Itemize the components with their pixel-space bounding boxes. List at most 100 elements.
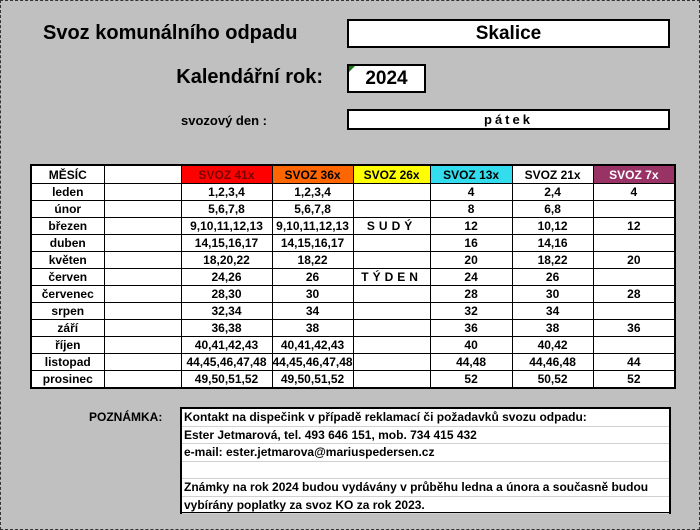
collection-cell[interactable] (352, 353, 431, 371)
collection-cell[interactable] (352, 234, 431, 252)
collection-cell[interactable]: 18,20,22 (180, 251, 273, 269)
collection-cell[interactable] (592, 336, 676, 354)
collection-cell[interactable]: 36 (592, 319, 676, 337)
collection-cell[interactable]: 34 (271, 302, 354, 320)
collection-cell[interactable] (103, 251, 182, 269)
collection-cell[interactable] (352, 251, 431, 269)
collection-cell[interactable]: 36,38 (180, 319, 273, 337)
collection-cell[interactable]: 40,42 (511, 336, 594, 354)
collection-cell[interactable]: 36 (429, 319, 513, 337)
collection-cell[interactable] (352, 200, 431, 218)
collection-cell[interactable]: 4 (592, 183, 676, 201)
collection-cell[interactable] (592, 234, 676, 252)
collection-cell[interactable] (103, 234, 182, 252)
collection-cell[interactable] (592, 200, 676, 218)
collection-cell[interactable]: 1,2,3,4 (271, 183, 354, 201)
collection-cell[interactable] (103, 353, 182, 371)
collection-cell[interactable]: 5,6,7,8 (180, 200, 273, 218)
collection-cell[interactable]: 9,10,11,12,13 (271, 217, 354, 235)
collection-cell[interactable]: 34 (511, 302, 594, 320)
collection-day-cell[interactable]: pátek (347, 109, 670, 130)
table-row: září 36,38 38 36 38 36 (30, 319, 676, 337)
collection-cell[interactable] (352, 302, 431, 320)
collection-cell[interactable]: 12 (429, 217, 513, 235)
collection-cell[interactable]: 12 (592, 217, 676, 235)
collection-cell[interactable]: 2,4 (511, 183, 594, 201)
collection-cell[interactable]: 9,10,11,12,13 (180, 217, 273, 235)
month-cell[interactable]: květen (30, 251, 105, 269)
month-cell[interactable]: srpen (30, 302, 105, 320)
collection-cell[interactable] (352, 370, 431, 389)
collection-cell[interactable]: 18,22 (271, 251, 354, 269)
collection-cell[interactable]: 38 (271, 319, 354, 337)
collection-cell[interactable]: 28,30 (180, 285, 273, 303)
month-cell[interactable]: červen (30, 268, 105, 286)
collection-cell[interactable]: 32 (429, 302, 513, 320)
collection-cell[interactable] (103, 217, 182, 235)
collection-cell[interactable] (592, 302, 676, 320)
collection-cell[interactable] (352, 336, 431, 354)
collection-cell[interactable]: 24,26 (180, 268, 273, 286)
collection-cell[interactable] (352, 319, 431, 337)
collection-cell[interactable]: 14,15,16,17 (180, 234, 273, 252)
collection-cell[interactable]: 30 (511, 285, 594, 303)
collection-cell[interactable]: 10,12 (511, 217, 594, 235)
collection-cell[interactable] (103, 302, 182, 320)
collection-cell[interactable] (103, 183, 182, 201)
collection-cell[interactable]: 28 (429, 285, 513, 303)
month-cell[interactable]: listopad (30, 353, 105, 371)
collection-cell[interactable]: 40,41,42,43 (180, 336, 273, 354)
collection-cell[interactable] (103, 285, 182, 303)
collection-cell[interactable]: 49,50,51,52 (271, 370, 354, 389)
month-cell[interactable]: červenec (30, 285, 105, 303)
collection-cell[interactable]: 40 (429, 336, 513, 354)
collection-cell[interactable]: 8 (429, 200, 513, 218)
collection-cell[interactable] (103, 319, 182, 337)
collection-cell[interactable] (103, 370, 182, 389)
collection-cell[interactable]: 5,6,7,8 (271, 200, 354, 218)
collection-cell[interactable]: 52 (592, 370, 676, 389)
month-cell[interactable]: září (30, 319, 105, 337)
collection-cell[interactable]: 44,45,46,47,48 (180, 353, 273, 371)
collection-cell[interactable]: 4 (429, 183, 513, 201)
town-cell[interactable]: Skalice (347, 19, 670, 48)
collection-cell[interactable]: 49,50,51,52 (180, 370, 273, 389)
collection-cell[interactable]: 6,8 (511, 200, 594, 218)
month-cell[interactable]: únor (30, 200, 105, 218)
collection-cell[interactable]: 32,34 (180, 302, 273, 320)
collection-cell[interactable]: 44,46,48 (511, 353, 594, 371)
collection-cell[interactable]: 44 (592, 353, 676, 371)
collection-cell[interactable]: 18,22 (511, 251, 594, 269)
collection-cell[interactable]: 14,16 (511, 234, 594, 252)
collection-cell[interactable]: 1,2,3,4 (180, 183, 273, 201)
collection-cell[interactable] (103, 268, 182, 286)
collection-cell[interactable]: 16 (429, 234, 513, 252)
collection-cell[interactable]: 26 (511, 268, 594, 286)
collection-cell[interactable]: 44,48 (429, 353, 513, 371)
collection-cell[interactable]: 44,45,46,47,48 (271, 353, 354, 371)
collection-cell[interactable]: 28 (592, 285, 676, 303)
collection-cell[interactable]: 20 (592, 251, 676, 269)
collection-cell[interactable]: 14,15,16,17 (271, 234, 354, 252)
collection-cell[interactable] (352, 285, 431, 303)
collection-cell[interactable]: 30 (271, 285, 354, 303)
collection-cell[interactable]: 52 (429, 370, 513, 389)
year-cell[interactable]: 2024 (347, 64, 426, 93)
collection-cell[interactable] (592, 268, 676, 286)
month-cell[interactable]: duben (30, 234, 105, 252)
collection-cell[interactable] (103, 336, 182, 354)
month-cell[interactable]: březen (30, 217, 105, 235)
month-cell[interactable]: leden (30, 183, 105, 201)
month-cell[interactable]: prosinec (30, 370, 105, 389)
collection-cell[interactable]: TÝDEN (352, 268, 431, 286)
collection-cell[interactable]: 20 (429, 251, 513, 269)
collection-cell[interactable]: 38 (511, 319, 594, 337)
collection-cell[interactable]: SUDÝ (352, 217, 431, 235)
collection-cell[interactable] (103, 200, 182, 218)
collection-cell[interactable]: 24 (429, 268, 513, 286)
collection-cell[interactable] (352, 183, 431, 201)
month-cell[interactable]: říjen (30, 336, 105, 354)
collection-cell[interactable]: 50,52 (511, 370, 594, 389)
collection-cell[interactable]: 40,41,42,43 (271, 336, 354, 354)
collection-cell[interactable]: 26 (271, 268, 354, 286)
